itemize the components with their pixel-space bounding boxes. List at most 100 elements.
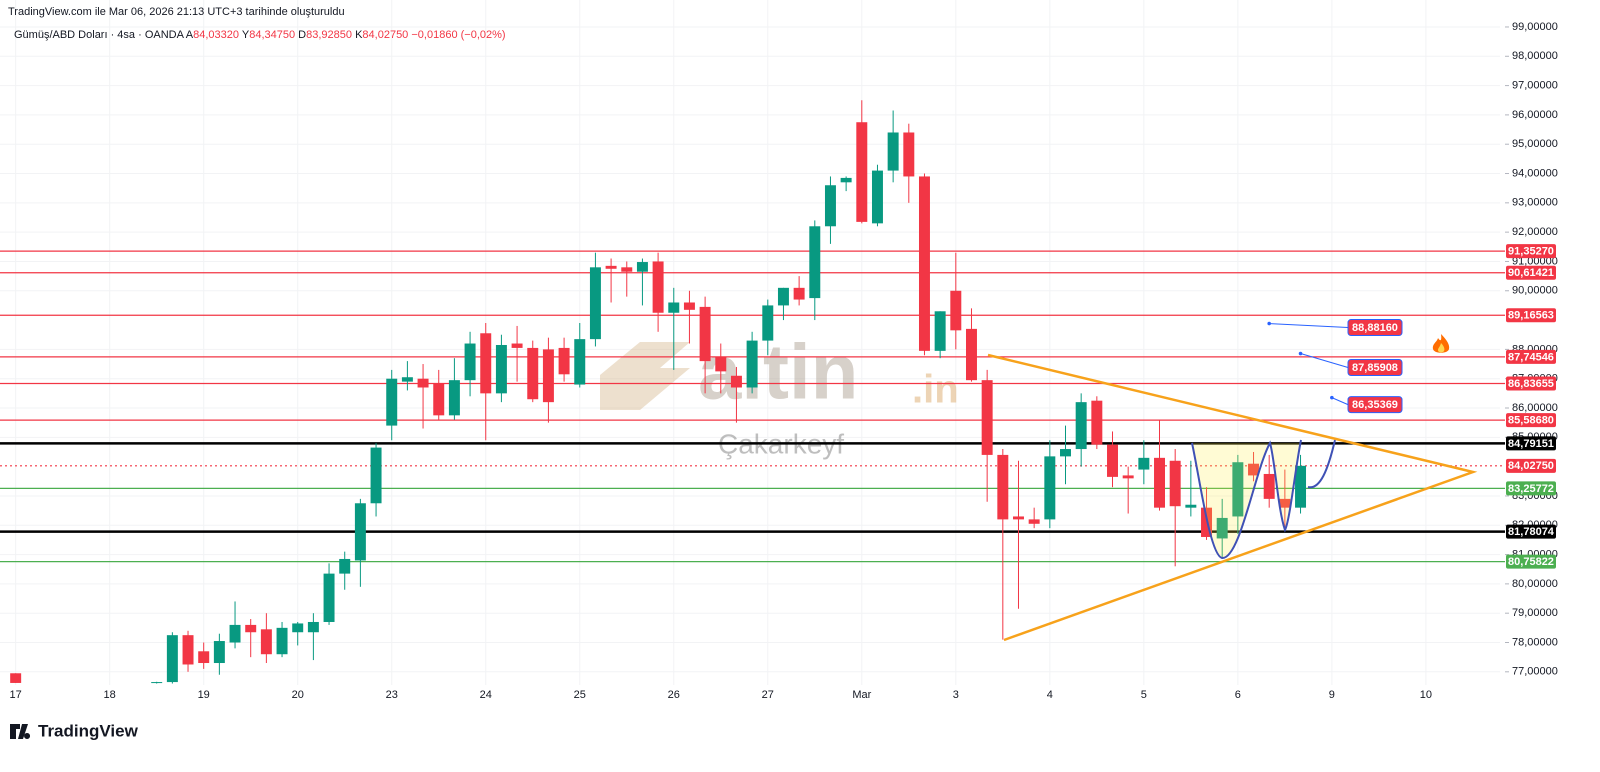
- candle-body: [683, 302, 695, 310]
- candle-body: [292, 623, 304, 633]
- ohlc-value: 84,03320: [193, 29, 239, 41]
- ohlc-value: 83,92850: [306, 29, 352, 41]
- level-tag: [1506, 244, 1556, 259]
- candle-body: [730, 375, 742, 388]
- x-tick-label: 26: [668, 689, 680, 701]
- ohlc-value: 84,34750: [249, 29, 295, 41]
- header: TradingView.com ile Mar 06, 2026 21:13 U…: [8, 6, 345, 18]
- level-tag-label: 86,83655: [1508, 378, 1554, 390]
- candle-body: [1169, 460, 1181, 507]
- candle-body: [871, 170, 883, 224]
- level-tag-label: 87,74546: [1508, 351, 1554, 363]
- x-tick-label: 19: [198, 689, 210, 701]
- x-tick-label: 27: [762, 689, 774, 701]
- candle-body: [151, 682, 163, 684]
- candle-body: [182, 635, 194, 665]
- annotations: 88,88160 87,85908 86,35369: [1267, 319, 1403, 414]
- candle-body: [1248, 463, 1260, 476]
- annotation-label: 87,85908: [1352, 362, 1398, 374]
- candle-body: [950, 290, 962, 331]
- pattern-curve: [1307, 439, 1336, 489]
- level-tag: [1506, 554, 1556, 569]
- candle-body: [386, 378, 398, 426]
- pattern-highlight: [1192, 443, 1300, 559]
- change: −0,01860 (−0,02%): [411, 29, 505, 41]
- x-tick-label: 17: [10, 689, 22, 701]
- candle-body: [401, 377, 413, 382]
- candle-body: [840, 177, 852, 183]
- level-tag: [1506, 376, 1556, 391]
- price-axis: 77,0000078,0000079,0000080,0000081,00000…: [1505, 0, 1600, 690]
- y-tick-label: 96,00000: [1512, 109, 1558, 121]
- annotation-tag: [1347, 359, 1403, 377]
- level-tag-label: 89,16563: [1508, 310, 1554, 322]
- level-tag-label: 84,79151: [1508, 438, 1554, 450]
- candle-body: [668, 302, 680, 313]
- candle-body: [213, 641, 225, 664]
- candle-body: [1028, 519, 1040, 524]
- x-tick-label: 5: [1141, 689, 1147, 701]
- watermark-logo: [600, 342, 690, 410]
- candle-body: [339, 558, 351, 574]
- fire-icon: [1432, 334, 1450, 353]
- symbol: Gümüş/ABD Doları · 4sa · OANDA: [14, 29, 185, 41]
- candle-body: [934, 311, 946, 351]
- candle-body: [1295, 465, 1307, 508]
- candle-body: [652, 261, 664, 313]
- candle-body: [621, 267, 633, 272]
- candle-body: [1091, 400, 1103, 445]
- y-tick-label: 93,00000: [1512, 197, 1558, 209]
- candle-body: [1279, 498, 1291, 508]
- candle-body: [1044, 456, 1056, 520]
- candle-body: [918, 176, 930, 351]
- candle-body: [809, 226, 821, 299]
- annotation-tag: [1347, 396, 1403, 414]
- candle-body: [981, 380, 993, 455]
- candle-body: [793, 287, 805, 300]
- level-tag-label: 80,75822: [1508, 556, 1554, 568]
- y-tick-label: 91,00000: [1512, 255, 1558, 267]
- candle-body: [323, 573, 335, 622]
- brand: TradingView: [10, 721, 139, 740]
- candle-body: [1013, 516, 1024, 520]
- annotation-label: 88,88160: [1352, 322, 1398, 334]
- x-tick-label: 10: [1420, 689, 1432, 701]
- level-tag: [1506, 458, 1556, 473]
- candle-body: [965, 328, 977, 381]
- x-tick-label: 20: [292, 689, 304, 701]
- level-tag-label: 83,25772: [1508, 483, 1554, 495]
- legend: Gümüş/ABD Doları · 4sa · OANDA A84,03320…: [14, 29, 506, 41]
- candle-body: [824, 185, 836, 227]
- y-tick-label: 92,00000: [1512, 226, 1558, 238]
- y-tick-label: 77,00000: [1512, 666, 1558, 678]
- pattern-curve: [1191, 439, 1302, 560]
- annotation-label: 86,35369: [1352, 399, 1398, 411]
- candle-body: [1216, 517, 1228, 539]
- x-tick-label: 4: [1047, 689, 1053, 701]
- candle-body: [715, 356, 727, 372]
- x-tick-label: 3: [953, 689, 959, 701]
- candle-body: [511, 343, 523, 348]
- candle-body: [417, 378, 429, 388]
- candle-body: [856, 122, 868, 222]
- candle-body: [558, 347, 570, 375]
- candle-body: [887, 132, 899, 171]
- candle-body: [903, 132, 915, 177]
- candle-body: [370, 447, 382, 504]
- annotation-leader: [1331, 397, 1349, 406]
- y-tick-label: 97,00000: [1512, 79, 1558, 91]
- candle-body: [762, 305, 774, 341]
- price-tags: 91,35270 90,61421 89,16563 87,74546 86,83655…: [1506, 244, 1556, 569]
- y-tick-label: 86,00000: [1512, 402, 1558, 414]
- candle-body: [198, 651, 210, 664]
- candle-body: [464, 343, 476, 381]
- annotation-leader: [1269, 323, 1349, 329]
- axis-background: [1505, 0, 1600, 690]
- ohlc-key: A: [186, 29, 194, 41]
- candle-body: [605, 265, 617, 269]
- candle-body: [1154, 457, 1165, 508]
- x-tick-label: 9: [1329, 689, 1335, 701]
- level-tag-label: 85,58680: [1508, 415, 1554, 427]
- watermark-suffix: .in: [912, 368, 959, 412]
